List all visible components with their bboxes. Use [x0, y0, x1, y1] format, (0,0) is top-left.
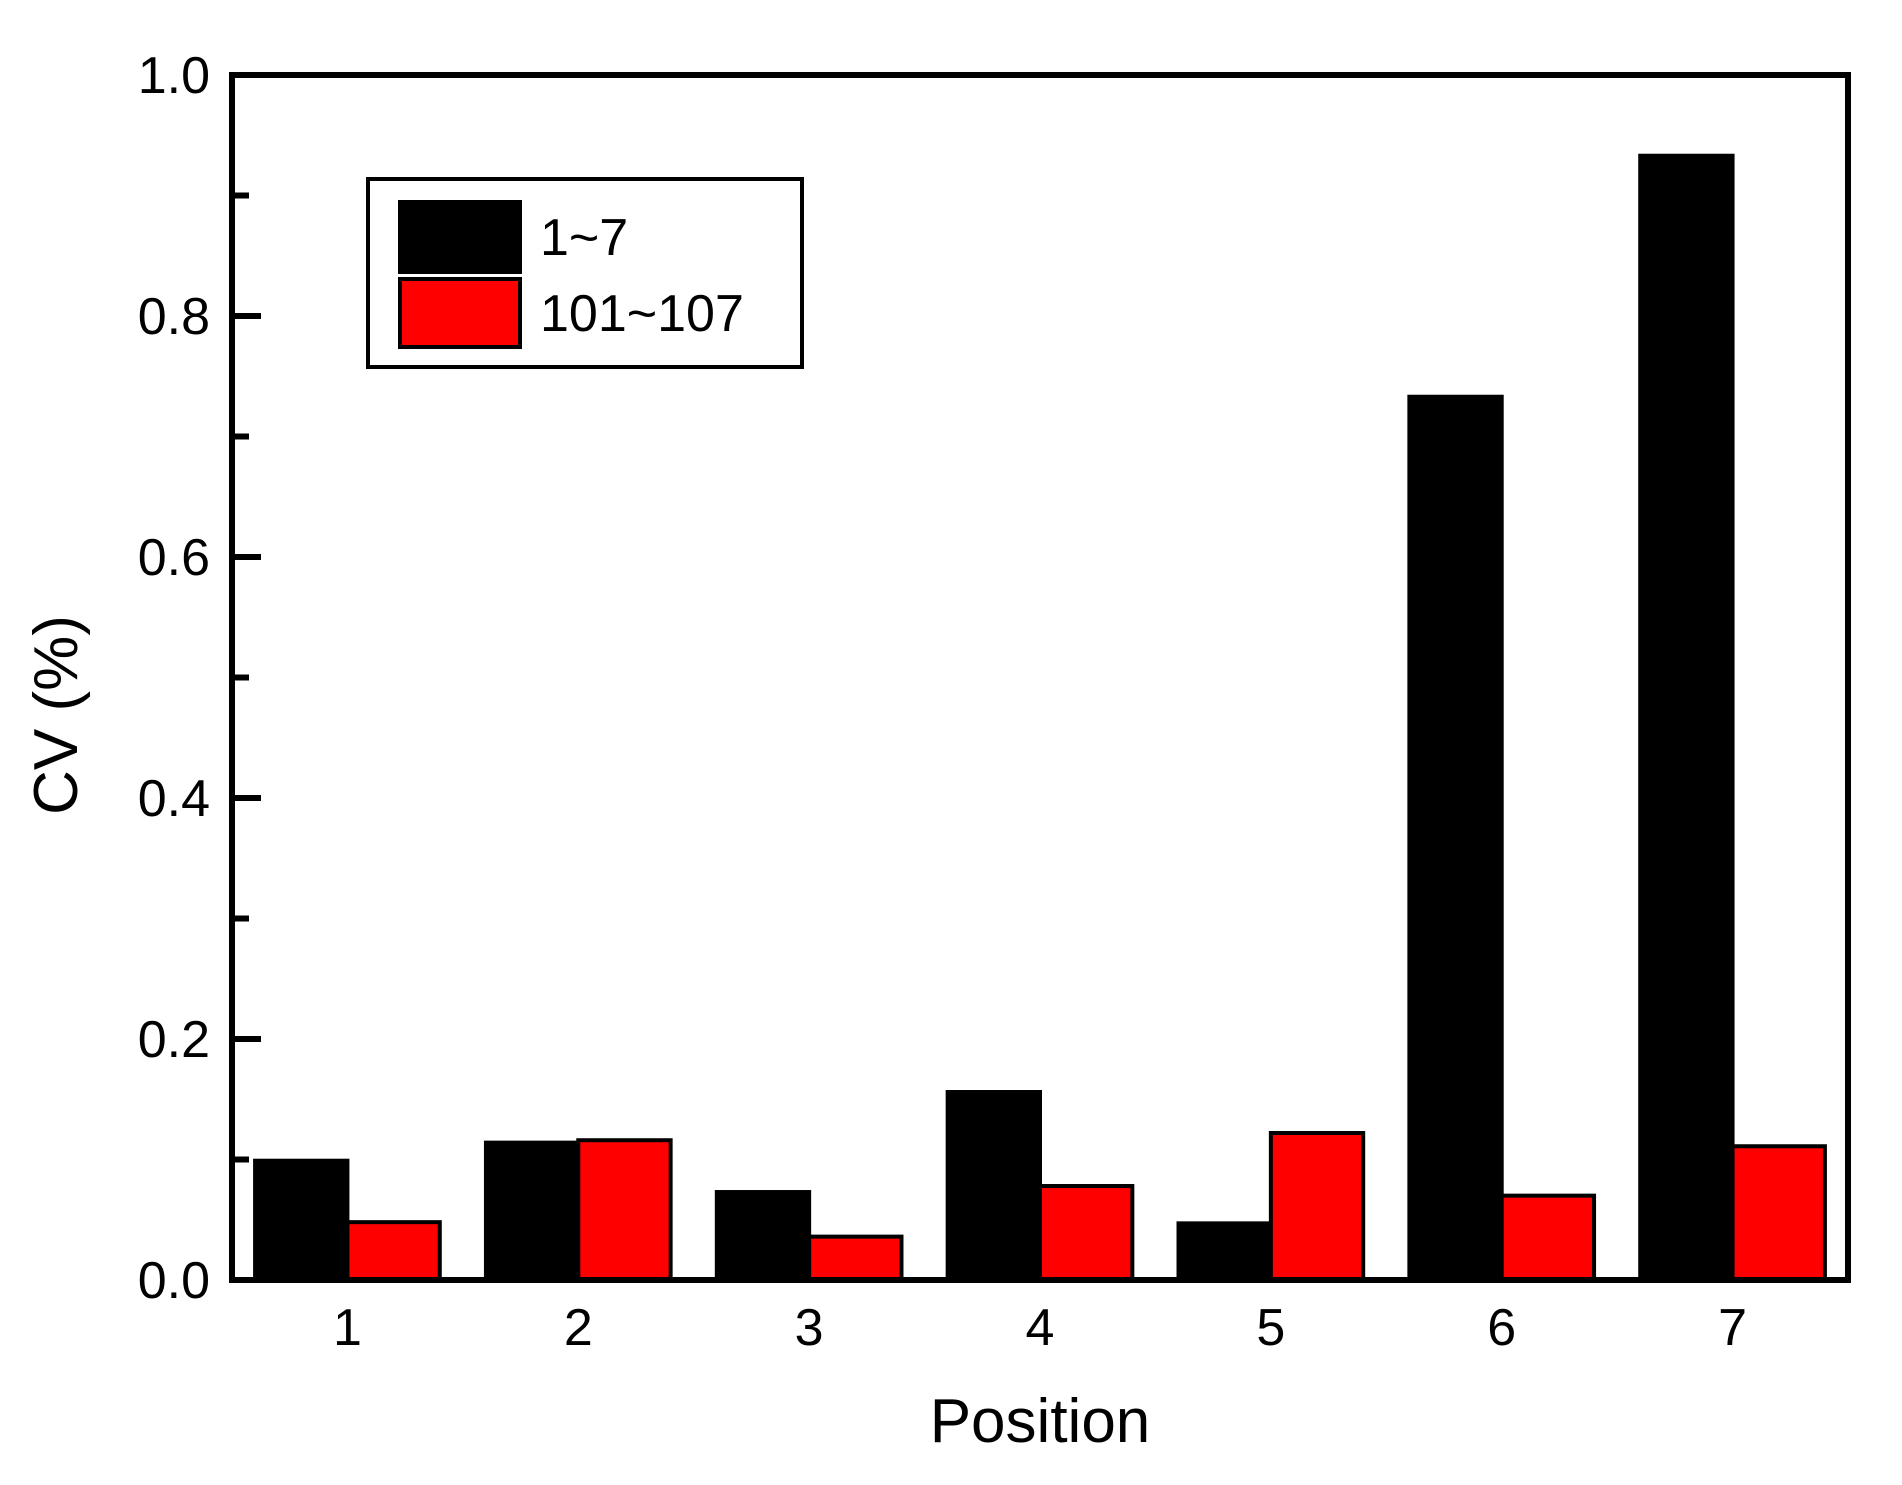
x-axis-tick-labels: 1 2 3 4 5 6 7 [333, 1299, 1747, 1357]
x-tick-label-7: 7 [1718, 1299, 1747, 1357]
x-tick-label-5: 5 [1256, 1299, 1285, 1357]
bar-101~107-pos-6 [1499, 1193, 1597, 1283]
bar-1~7-pos-1 [253, 1158, 350, 1282]
x-tick-label-1: 1 [333, 1299, 362, 1357]
y-axis-tick-labels: 1.0 0.8 0.6 0.4 0.2 0.0 [138, 47, 210, 1310]
legend-swatch-series-2 [398, 277, 522, 349]
legend-label-series-1: 1~7 [540, 209, 628, 267]
x-tick-label-6: 6 [1487, 1299, 1516, 1357]
bar-series-1 [253, 153, 1735, 1283]
bar-1~7-pos-7 [1638, 153, 1735, 1283]
bar-1~7-pos-4 [945, 1090, 1043, 1283]
legend-label-series-2: 101~107 [540, 285, 744, 343]
bar-101~107-pos-3 [807, 1234, 904, 1282]
y-axis-ticks [232, 72, 261, 1283]
x-axis-title: Position [930, 1387, 1151, 1456]
x-tick-label-2: 2 [564, 1299, 593, 1357]
bar-1~7-pos-6 [1407, 394, 1504, 1282]
bar-101~107-pos-5 [1268, 1130, 1366, 1282]
bars-layer [253, 153, 1827, 1283]
y-axis-title: CV (%) [22, 615, 91, 815]
y-tick-label-0.8: 0.8 [138, 288, 210, 346]
x-tick-label-4: 4 [1026, 1299, 1055, 1357]
y-tick-label-0.4: 0.4 [138, 770, 210, 828]
legend-swatch-series-1 [398, 200, 522, 274]
y-tick-label-0.0: 0.0 [138, 1252, 210, 1310]
bar-101~107-pos-4 [1038, 1184, 1135, 1283]
y-tick-label-0.2: 0.2 [138, 1011, 210, 1069]
bar-101~107-pos-7 [1730, 1144, 1827, 1282]
bar-1~7-pos-3 [714, 1190, 812, 1283]
x-tick-label-3: 3 [795, 1299, 824, 1357]
bar-1~7-pos-5 [1176, 1221, 1273, 1282]
legend: 1~7 101~107 [366, 177, 804, 369]
y-tick-label-0.6: 0.6 [138, 529, 210, 587]
y-tick-label-1.0: 1.0 [138, 47, 210, 105]
bar-101~107-pos-2 [576, 1138, 673, 1282]
bar-101~107-pos-1 [345, 1220, 442, 1283]
bar-1~7-pos-2 [483, 1140, 581, 1282]
